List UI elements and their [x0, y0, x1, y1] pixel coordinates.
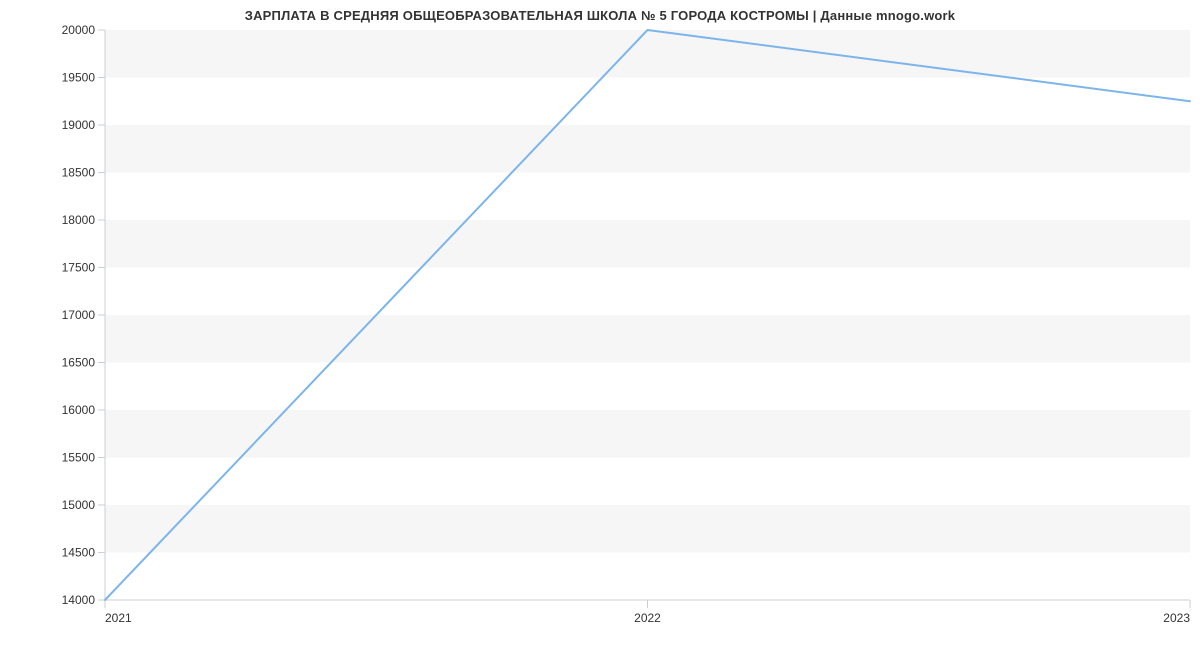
svg-text:18000: 18000 — [62, 213, 96, 227]
salary-line-chart: ЗАРПЛАТА В СРЕДНЯЯ ОБЩЕОБРАЗОВАТЕЛЬНАЯ Ш… — [0, 0, 1200, 650]
svg-text:2022: 2022 — [634, 611, 661, 625]
chart-svg: 14000 14500 15000 15500 16000 16500 17000 17500… — [0, 0, 1200, 650]
svg-text:15500: 15500 — [62, 451, 96, 465]
svg-text:18500: 18500 — [62, 166, 96, 180]
svg-text:16500: 16500 — [62, 356, 96, 370]
svg-text:17000: 17000 — [62, 308, 96, 322]
svg-text:15000: 15000 — [62, 498, 96, 512]
svg-text:2021: 2021 — [105, 611, 132, 625]
svg-text:17500: 17500 — [62, 261, 96, 275]
svg-text:2023: 2023 — [1163, 611, 1190, 625]
svg-text:19000: 19000 — [62, 118, 96, 132]
svg-text:20000: 20000 — [62, 23, 96, 37]
svg-text:16000: 16000 — [62, 403, 96, 417]
svg-text:14500: 14500 — [62, 546, 96, 560]
svg-text:14000: 14000 — [62, 593, 96, 607]
svg-text:19500: 19500 — [62, 71, 96, 85]
